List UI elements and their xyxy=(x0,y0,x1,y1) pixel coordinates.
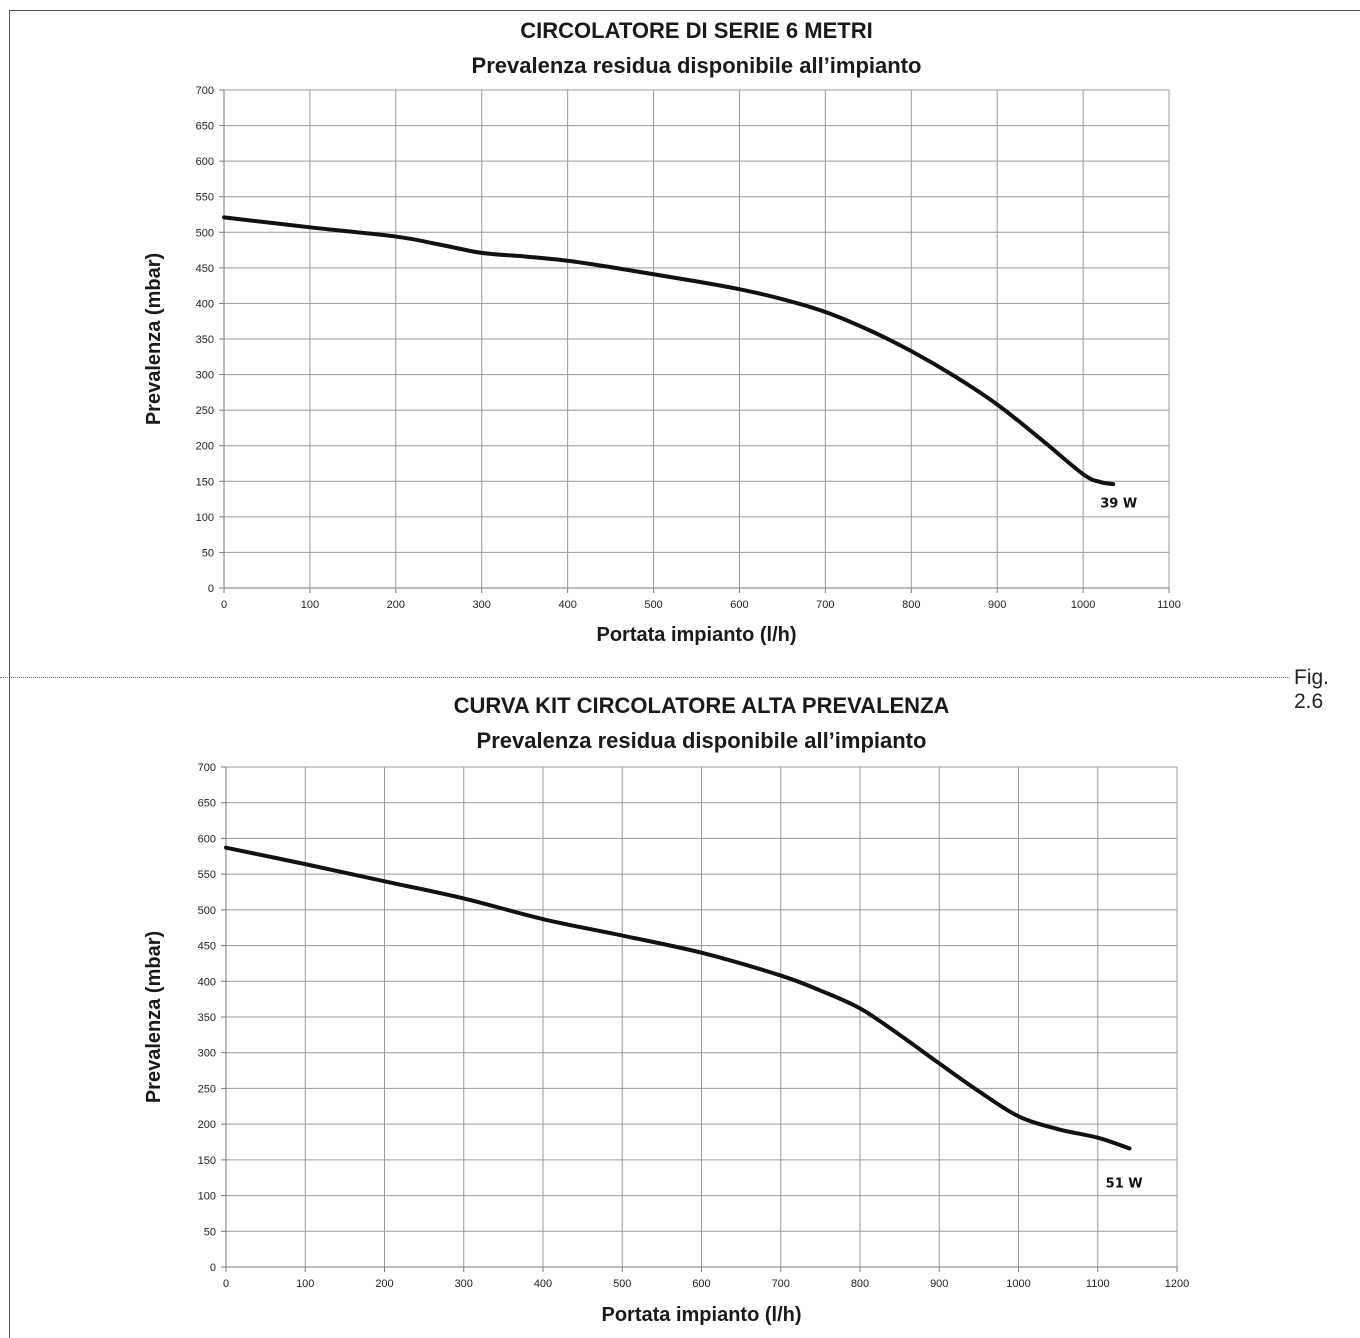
series-line xyxy=(226,848,1129,1149)
x-tick-label: 300 xyxy=(455,1278,473,1290)
y-tick-label: 100 xyxy=(198,1191,216,1203)
y-tick-label: 200 xyxy=(198,1119,216,1131)
y-tick-label: 50 xyxy=(204,1226,216,1238)
y-tick-label: 450 xyxy=(198,941,216,953)
y-tick-label: 0 xyxy=(210,1262,216,1274)
y-tick-label: 550 xyxy=(198,869,216,881)
y-tick-label: 700 xyxy=(198,762,216,774)
y-tick-label: 150 xyxy=(198,1155,216,1167)
x-tick-label: 500 xyxy=(613,1278,631,1290)
y-tick-label: 400 xyxy=(198,976,216,988)
y-tick-label: 650 xyxy=(198,798,216,810)
chart-subtitle: Prevalenza residua disponibile all’impia… xyxy=(477,728,927,753)
y-tick-label: 600 xyxy=(198,833,216,845)
power-annotation: 51 W xyxy=(1106,1177,1143,1192)
x-tick-label: 700 xyxy=(772,1278,790,1290)
y-tick-label: 350 xyxy=(198,1012,216,1024)
chart-title: CURVA KIT CIRCOLATORE ALTA PREVALENZA xyxy=(454,693,950,718)
x-tick-label: 200 xyxy=(375,1278,393,1290)
y-tick-label: 250 xyxy=(198,1083,216,1095)
x-axis-title: Portata impianto (l/h) xyxy=(602,1304,802,1326)
x-tick-label: 1200 xyxy=(1165,1278,1189,1290)
y-tick-label: 300 xyxy=(198,1048,216,1060)
x-tick-label: 400 xyxy=(534,1278,552,1290)
x-tick-label: 0 xyxy=(223,1278,229,1290)
y-axis-title: Prevalenza (mbar) xyxy=(143,931,165,1103)
x-tick-label: 100 xyxy=(296,1278,314,1290)
x-tick-label: 900 xyxy=(930,1278,948,1290)
grid xyxy=(221,767,1177,1272)
x-tick-label: 1000 xyxy=(1006,1278,1030,1290)
x-tick-label: 1100 xyxy=(1086,1278,1110,1290)
x-tick-label: 800 xyxy=(851,1278,869,1290)
x-tick-label: 600 xyxy=(692,1278,710,1290)
y-tick-label: 500 xyxy=(198,905,216,917)
